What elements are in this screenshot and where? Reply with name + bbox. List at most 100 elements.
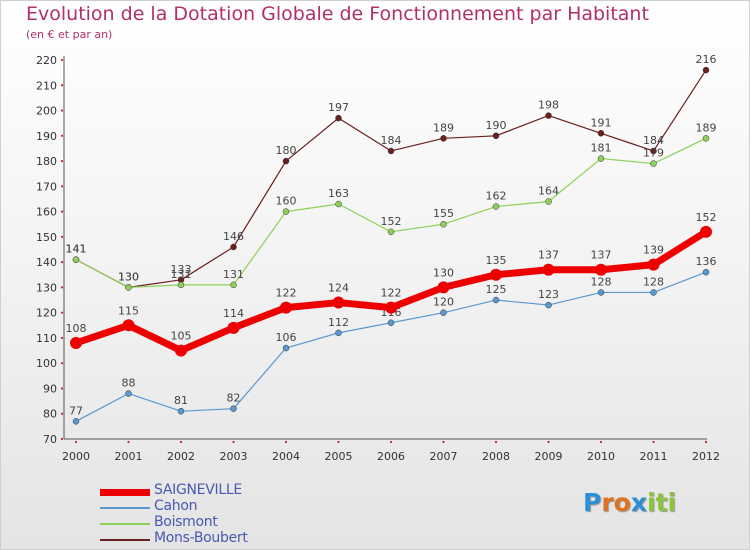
legend-label: SAIGNEVILLE: [154, 482, 242, 498]
data-point-boismont: [335, 200, 342, 208]
data-label-cahon: 82: [227, 392, 241, 405]
x-tick-label: 2000: [62, 450, 90, 463]
y-tick: [60, 412, 64, 415]
data-label-mons-boubert: 197: [328, 101, 349, 114]
data-point-boismont: [72, 256, 80, 263]
y-tick-label: 160: [36, 206, 57, 219]
data-point-boismont: [125, 284, 132, 291]
data-point-mons-boubert: [230, 243, 237, 251]
proxiti-logo: Proxiti: [583, 488, 676, 517]
y-tick-label: 140: [36, 256, 57, 269]
y-tick: [60, 261, 64, 264]
y-tick: [60, 58, 64, 62]
data-label-mons-boubert: 216: [696, 53, 717, 66]
legend-item-boismont: Boismont: [100, 514, 340, 532]
data-label-boismont: 160: [276, 195, 297, 208]
legend-label: Boismont: [154, 514, 218, 530]
x-tick: [494, 440, 498, 444]
chart-title: Evolution de la Dotation Globale de Fonc…: [26, 3, 649, 25]
y-tick: [60, 134, 64, 137]
legend: SAIGNEVILLE Cahon Boismont Mons-Boubert: [100, 482, 340, 548]
x-tick-label: 2004: [272, 450, 300, 463]
data-point-saigneville: [227, 321, 240, 334]
data-label-saigneville: 108: [66, 322, 87, 335]
legend-label: Cahon: [154, 498, 198, 514]
data-point-cahon: [492, 296, 500, 304]
data-label-boismont: 181: [591, 142, 612, 155]
y-tick: [60, 159, 64, 163]
data-point-cahon: [335, 329, 342, 337]
data-label-saigneville: 130: [433, 266, 454, 279]
data-label-saigneville: 122: [276, 287, 297, 300]
logo-letter: x: [630, 488, 647, 517]
y-tick-label: 190: [36, 130, 57, 143]
x-tick: [337, 440, 340, 444]
data-point-boismont: [492, 203, 500, 210]
y-tick-label: 110: [36, 332, 57, 345]
data-label-mons-boubert: 130: [118, 270, 139, 283]
logo-letter: o: [613, 488, 631, 517]
logo-letter: i: [647, 488, 656, 517]
data-label-saigneville: 115: [118, 304, 139, 317]
x-tick: [547, 440, 550, 444]
legend-swatch-mons-boubert: [100, 539, 150, 541]
legend-label: Mons-Boubert: [154, 530, 248, 546]
y-tick-label: 150: [36, 231, 57, 244]
y-tick: [60, 210, 64, 213]
data-point-saigneville: [437, 281, 450, 294]
data-label-saigneville: 152: [696, 211, 717, 224]
x-tick-label: 2002: [167, 450, 195, 463]
data-label-saigneville: 137: [591, 249, 612, 262]
data-point-saigneville: [175, 344, 187, 357]
data-point-cahon: [230, 405, 237, 412]
data-point-saigneville: [70, 336, 82, 349]
data-point-boismont: [387, 228, 395, 236]
data-label-boismont: 164: [538, 184, 559, 197]
data-point-boismont: [440, 220, 447, 228]
data-label-cahon: 125: [486, 283, 507, 296]
y-tick-label: 220: [36, 54, 57, 67]
data-label-cahon: 128: [643, 275, 664, 288]
data-point-cahon: [282, 344, 290, 352]
y-tick: [60, 387, 64, 390]
y-tick-label: 120: [36, 307, 57, 320]
data-label-boismont: 152: [381, 215, 402, 228]
x-tick-label: 2008: [482, 450, 510, 463]
x-tick-label: 2005: [325, 450, 353, 463]
y-tick-label: 90: [43, 382, 57, 395]
data-point-mons-boubert: [440, 135, 447, 142]
data-label-cahon: 136: [696, 255, 717, 268]
x-tick-label: 2001: [115, 450, 143, 463]
data-label-boismont: 179: [643, 147, 664, 160]
data-label-mons-boubert: 191: [591, 116, 612, 129]
data-point-cahon: [72, 418, 80, 425]
data-point-mons-boubert: [650, 147, 657, 155]
data-point-cahon: [702, 268, 710, 276]
data-point-boismont: [177, 281, 185, 289]
y-tick-label: 180: [36, 155, 57, 168]
y-tick-label: 100: [36, 357, 57, 370]
data-point-cahon: [597, 289, 605, 296]
y-tick-label: 80: [43, 408, 57, 421]
y-tick: [60, 311, 64, 314]
data-point-mons-boubert: [492, 132, 500, 140]
data-label-mons-boubert: 146: [223, 230, 244, 243]
chart-subtitle: (en € et par an): [26, 28, 113, 41]
data-label-saigneville: 124: [328, 282, 349, 295]
x-tick: [179, 440, 183, 444]
data-label-mons-boubert: 189: [433, 121, 454, 134]
data-label-boismont: 189: [696, 121, 717, 134]
y-tick: [60, 185, 64, 188]
x-tick: [599, 440, 603, 444]
data-label-saigneville: 135: [486, 254, 507, 267]
data-label-saigneville: 114: [223, 307, 244, 320]
data-label-mons-boubert: 141: [66, 243, 87, 256]
data-point-saigneville: [332, 296, 345, 309]
x-tick: [127, 440, 130, 444]
data-label-boismont: 141: [66, 243, 87, 256]
data-point-boismont: [230, 281, 237, 289]
data-label-cahon: 106: [276, 331, 297, 344]
data-label-mons-boubert: 198: [538, 99, 559, 112]
x-tick: [442, 440, 445, 444]
data-label-mons-boubert: 180: [276, 144, 297, 157]
